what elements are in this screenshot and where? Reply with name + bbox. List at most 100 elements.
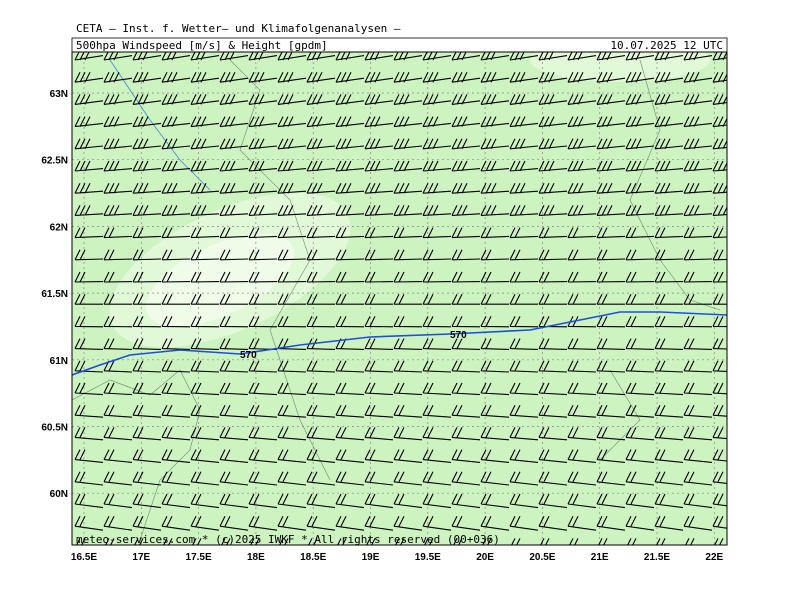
wind-barb: [248, 316, 278, 328]
wind-barb: [103, 160, 133, 172]
wind-barb: [567, 116, 597, 128]
wind-barb: [480, 205, 510, 216]
wind-barb: [190, 71, 220, 83]
wind-barb: [654, 360, 684, 373]
wind-barb: [364, 471, 394, 486]
wind-barb: [335, 382, 365, 396]
wind-barb: [393, 249, 423, 261]
wind-barb: [538, 515, 568, 531]
wind-barb: [596, 338, 626, 350]
wind-barb: [482, 538, 492, 545]
wind-barb: [538, 360, 568, 373]
wind-barb: [74, 160, 104, 172]
wind-barb: [248, 116, 278, 128]
wind-barb: [567, 160, 597, 172]
wind-barb: [683, 205, 713, 216]
wind-barb: [596, 493, 626, 509]
x-label: 17.5E: [186, 552, 212, 563]
wind-barb: [509, 271, 539, 283]
wind-barb: [538, 271, 568, 283]
wind-barb: [74, 515, 104, 531]
wind-barb: [163, 538, 173, 545]
wind-barb: [596, 205, 626, 216]
wind-barb: [422, 471, 452, 486]
wind-barb: [567, 404, 597, 418]
wind-barb: [335, 227, 365, 239]
wind-barb: [393, 449, 423, 463]
wind-barb: [161, 227, 191, 239]
wind-barb: [306, 94, 336, 105]
wind-barb: [712, 249, 727, 261]
wind-barb: [712, 182, 727, 194]
wind-barb: [161, 71, 191, 83]
wind-barb: [712, 360, 727, 372]
wind-barb: [509, 338, 539, 350]
wind-barb: [393, 271, 423, 283]
wind-barb: [393, 427, 423, 441]
wind-barb: [248, 205, 278, 216]
wind-barb: [132, 52, 162, 61]
wind-barb: [683, 382, 713, 396]
wind-barb: [335, 205, 365, 216]
wind-barb: [74, 382, 104, 396]
height-contour: [72, 311, 727, 376]
wind-barb: [712, 205, 727, 216]
wind-barb: [451, 427, 481, 441]
wind-barb: [451, 227, 481, 239]
wind-barb: [596, 427, 626, 441]
map-area: 570 570 meteo-services.com * (c)2025 IWK…: [72, 52, 727, 545]
wind-barb: [190, 449, 220, 463]
wind-barb: [190, 515, 220, 531]
wind-barb: [451, 205, 481, 216]
x-label: 20E: [476, 552, 494, 563]
wind-barb: [335, 316, 365, 328]
wind-barb: [654, 338, 684, 350]
wind-barb: [654, 471, 684, 486]
wind-barb: [712, 271, 727, 283]
wind-barb: [132, 271, 162, 283]
wind-barb: [161, 338, 191, 350]
wind-barb: [625, 316, 655, 328]
wind-barb: [248, 515, 278, 531]
wind-barb: [393, 94, 423, 105]
wind-barb: [248, 138, 278, 150]
wind-barb: [567, 227, 597, 239]
wind-barb: [335, 293, 364, 305]
wind-barb: [132, 382, 162, 396]
x-label: 21E: [591, 552, 609, 563]
wind-barb: [161, 515, 191, 531]
wind-barb: [74, 249, 104, 261]
wind-barb: [625, 52, 655, 61]
wind-barb: [190, 116, 220, 128]
wind-barb: [161, 471, 191, 486]
wind-barb: [451, 493, 481, 509]
wind-barb: [248, 52, 278, 61]
wind-barb: [306, 160, 336, 172]
wind-barb: [422, 360, 452, 373]
wind-barb: [219, 427, 249, 441]
wind-barb: [712, 382, 727, 395]
wind-barb: [654, 116, 684, 128]
wind-barb: [190, 493, 220, 509]
wind-barb: [219, 471, 249, 486]
wind-barb: [567, 71, 597, 83]
wind-barb: [654, 493, 684, 509]
wind-barb: [161, 52, 191, 61]
wind-barb: [103, 71, 133, 83]
wind-barb: [248, 493, 278, 509]
x-label: 16.5E: [71, 552, 97, 563]
wind-barb: [219, 227, 249, 239]
wind-barb: [161, 249, 191, 261]
wind-barb: [596, 382, 626, 396]
wind-barb: [306, 249, 336, 261]
wind-barb: [161, 94, 191, 105]
wind-barb: [277, 493, 307, 509]
wind-barb: [190, 138, 220, 150]
wind-barb: [132, 427, 162, 441]
wind-barb: [712, 493, 727, 507]
wind-barb: [306, 205, 336, 216]
wind-barb: [364, 404, 394, 418]
wind-barb: [683, 138, 713, 150]
wind-barb: [712, 227, 727, 239]
